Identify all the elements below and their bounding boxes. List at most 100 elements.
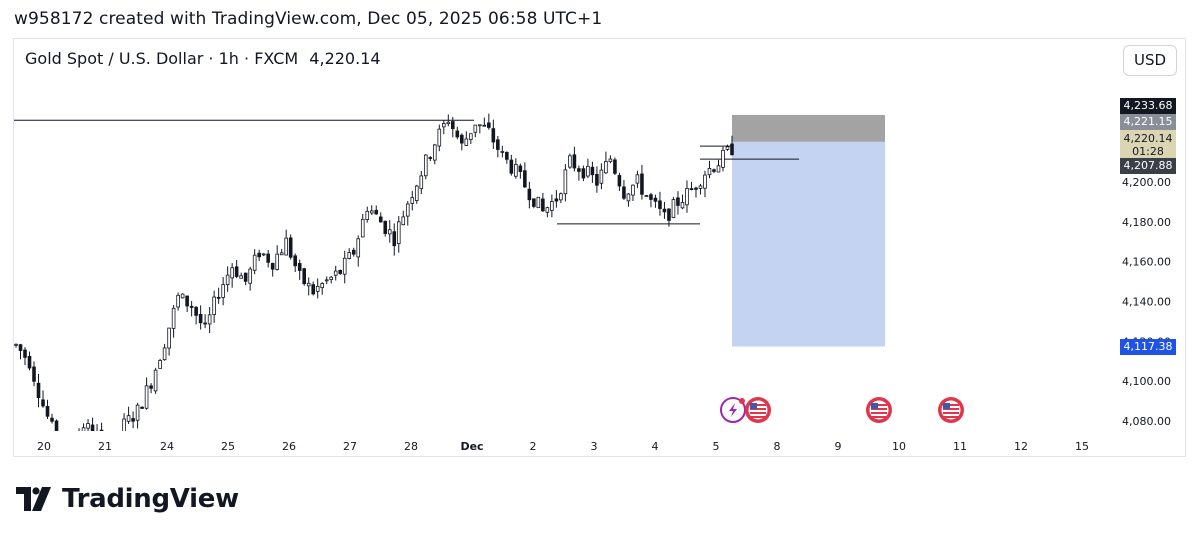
event-dot (739, 398, 745, 404)
candle-body (662, 208, 667, 213)
flag-stripe (750, 404, 766, 406)
candle-body (18, 344, 23, 351)
candle-body (378, 216, 383, 223)
candle-body (383, 220, 388, 234)
candle-body (536, 196, 541, 209)
candle-body (270, 262, 275, 270)
candle-body (23, 349, 27, 358)
candle-body (41, 399, 45, 407)
candle-body (437, 128, 442, 147)
symbol-legend[interactable]: Gold Spot / U.S. Dollar · 1h · FXCM 4,22… (25, 49, 381, 68)
candle-body (496, 139, 500, 150)
price-axis-label: 4,180.00 (1122, 216, 1171, 229)
candle-body (243, 272, 248, 282)
candle-body (586, 165, 590, 177)
candle-body (581, 168, 586, 179)
tradingview-logo-icon (16, 487, 51, 511)
candle-body (73, 447, 76, 455)
flag-stripe (871, 416, 887, 418)
flag-canton (871, 403, 878, 409)
candle-body (595, 174, 599, 186)
candle-body (369, 210, 374, 214)
candle-body (36, 382, 41, 399)
candle-body (405, 203, 410, 217)
candle-body (14, 343, 18, 346)
candle-body (351, 249, 356, 255)
candle-body (455, 130, 460, 138)
candle-body (500, 150, 505, 153)
candle-body (487, 122, 491, 128)
candle-body (162, 347, 167, 361)
candle-body (248, 268, 252, 284)
candle-body (131, 418, 135, 422)
candle-body (90, 424, 95, 431)
flag-stripe (943, 412, 959, 414)
symbol-last-price: 4,220.14 (309, 49, 381, 68)
symbol-exchange: FXCM (254, 49, 299, 68)
candle-body (374, 209, 379, 215)
candle-body (568, 155, 572, 168)
candle-body (396, 221, 401, 245)
candle-body (509, 159, 514, 174)
candle-body (428, 157, 433, 159)
candle-body (257, 252, 261, 258)
candle-body (306, 282, 311, 287)
candle-body (122, 418, 126, 431)
candle-body (342, 257, 347, 275)
currency-button[interactable]: USD (1123, 45, 1177, 76)
candle-body (347, 252, 352, 259)
price-chart[interactable]: 4,080.004,100.004,120.004,140.004,160.00… (14, 39, 1186, 457)
time-axis-label: 27 (343, 440, 357, 453)
candle-body (590, 166, 595, 176)
chart-panel[interactable]: 4,080.004,100.004,120.004,140.004,160.00… (13, 38, 1186, 457)
candle-body (203, 322, 207, 325)
candle-body (649, 194, 653, 200)
candle-body (275, 253, 279, 270)
candle-body (694, 187, 698, 190)
price-axis-label: 4,100.00 (1122, 375, 1171, 388)
candle-body (311, 284, 316, 295)
candles-group (14, 113, 734, 455)
candle-body (707, 168, 712, 176)
candle-body (464, 138, 469, 146)
tradingview-wordmark: TradingView (62, 484, 239, 514)
candle-body (266, 253, 270, 263)
candle-body (685, 188, 689, 206)
candle-body (50, 417, 54, 422)
candle-body (189, 305, 194, 308)
symbol-interval: 1h (218, 49, 239, 68)
candle-body (514, 164, 518, 177)
candle-body (225, 274, 230, 286)
current-price-value: 4,220.14 (1123, 132, 1173, 145)
candle-body (207, 314, 212, 325)
candle-body (333, 270, 338, 276)
time-axis-label: 5 (713, 440, 720, 453)
candle-body (171, 307, 176, 329)
time-axis-label: 4 (652, 440, 659, 453)
bid-price-tag: 4,221.15 (1120, 114, 1176, 130)
candle-body (532, 198, 536, 207)
candle-body (392, 231, 397, 247)
flag-stripe (750, 412, 766, 414)
candle-body (635, 174, 640, 184)
candle-body (78, 435, 81, 449)
flag-stripe (871, 404, 887, 406)
candle-body (338, 270, 343, 274)
candle-body (473, 124, 478, 133)
candle-body (60, 445, 63, 447)
candle-body (315, 285, 320, 292)
candle-body (54, 420, 59, 431)
candle-body (194, 306, 198, 316)
candle-body (288, 237, 293, 258)
candle-body (423, 154, 428, 177)
candle-body (545, 207, 550, 213)
time-axis-label: 3 (591, 440, 598, 453)
flag-canton (943, 403, 950, 409)
price-axis-label: 4,140.00 (1122, 296, 1171, 309)
candle-body (446, 121, 451, 125)
candle-body (234, 266, 239, 277)
time-axis-label: Dec (460, 440, 483, 453)
candle-body (81, 427, 86, 431)
candle-body (527, 188, 532, 201)
candle-body (432, 144, 437, 161)
